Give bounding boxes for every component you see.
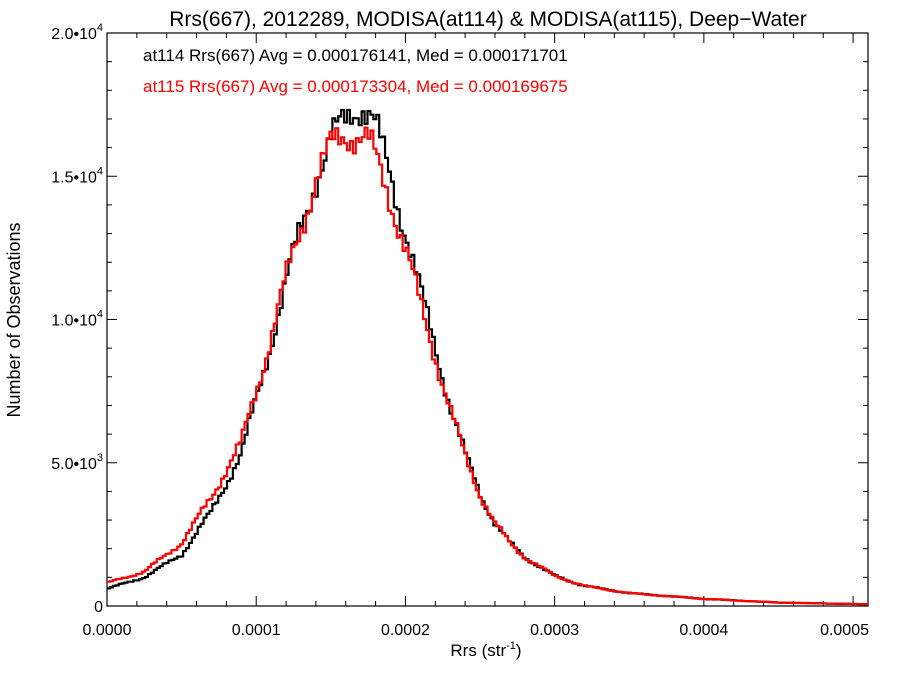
histogram-series-2 [107, 126, 868, 606]
x-tick-label: 0.0002 [381, 622, 430, 639]
y-tick-label: 5.0•103 [51, 452, 103, 473]
annotations: at114 Rrs(667) Avg = 0.000176141, Med = … [143, 46, 568, 96]
y-tick-label: 1.0•104 [51, 309, 103, 330]
x-axis: 0.0000 0.0001 0.0002 0.0003 0.0004 0.0005 [83, 33, 869, 639]
x-tick-label: 0.0003 [530, 622, 579, 639]
y-tick-label: 2.0•104 [51, 22, 103, 43]
x-axis-label-superscript: -1 [506, 640, 516, 652]
x-tick-label: 0.0001 [232, 622, 281, 639]
y-tick-label: 0 [94, 599, 103, 616]
histogram-series-1 [107, 108, 868, 606]
chart-title: Rrs(667), 2012289, MODISA(at114) & MODIS… [169, 8, 806, 31]
x-axis-label-main: Rrs (str [450, 641, 506, 660]
x-tick-label: 0.0004 [679, 622, 728, 639]
x-axis-label-close: ) [516, 641, 522, 660]
x-tick-label: 0.0000 [83, 622, 132, 639]
x-axis-label: Rrs (str-1) [450, 640, 521, 660]
annotation-line-1: at114 Rrs(667) Avg = 0.000176141, Med = … [143, 46, 568, 65]
plot-frame [106, 32, 869, 607]
series-layer [107, 108, 868, 606]
y-axis-label: Number of Observations [4, 222, 24, 417]
x-tick-label: 0.0005 [820, 622, 869, 639]
y-axis: 0 5.0•103 1.0•104 1.5•104 2.0•104 [51, 22, 868, 616]
annotation-line-2: at115 Rrs(667) Avg = 0.000173304, Med = … [143, 77, 568, 96]
y-tick-label: 1.5•104 [51, 165, 103, 186]
